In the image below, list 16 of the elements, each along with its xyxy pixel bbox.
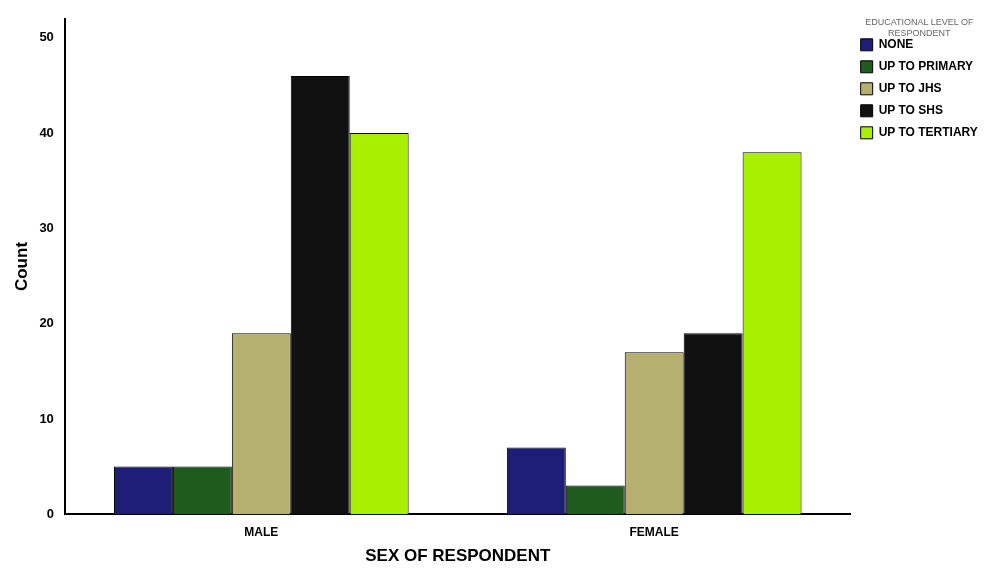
legend-label: NONE [878,37,914,52]
y-tick-label: 20 [39,315,54,331]
x-tick-label: MALE [244,524,279,539]
legend-label: UP TO PRIMARY [878,59,974,74]
y-axis-title: Count [11,241,31,292]
y-tick-label: 0 [46,505,54,521]
legend-label: UP TO SHS [878,103,943,118]
y-tick-label: 50 [39,29,54,45]
legend-label: UP TO TERTIARY [878,125,978,140]
y-tick-label: 10 [39,410,54,426]
legend-title: EDUCATIONAL LEVEL OF RESPONDENT [865,16,974,38]
x-axis-title: SEX OF RESPONDENT [365,546,551,566]
x-tick-label: FEMALE [629,524,679,539]
legend-label: UP TO JHS [878,81,942,96]
y-tick-label: 40 [39,124,54,140]
y-tick-label: 30 [39,219,54,235]
